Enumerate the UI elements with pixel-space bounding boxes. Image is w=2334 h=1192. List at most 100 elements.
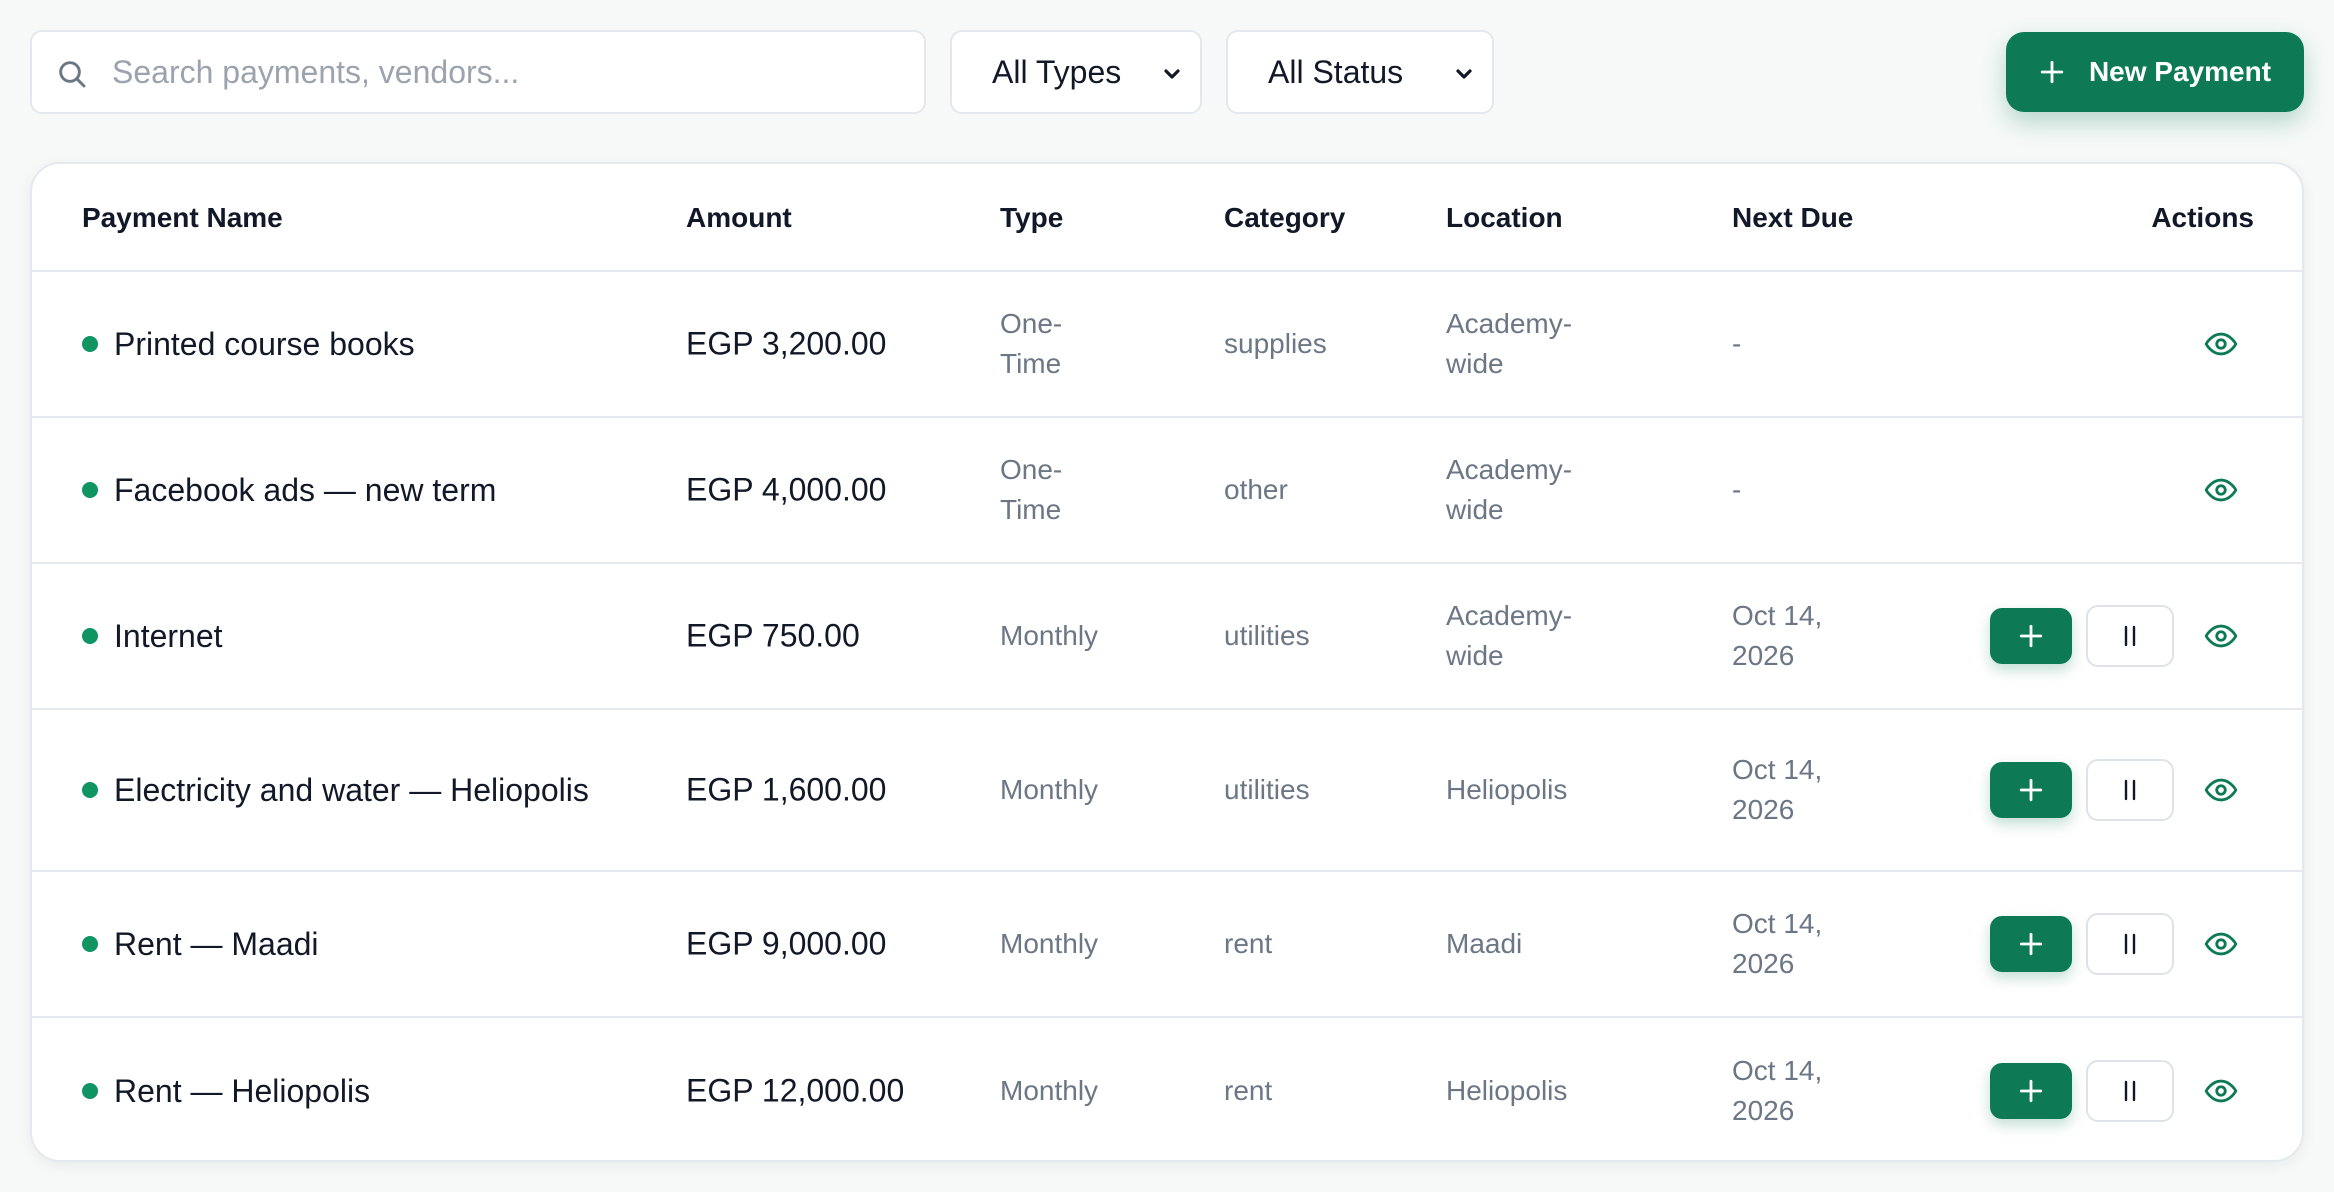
pause-button[interactable]: [2086, 1060, 2174, 1122]
payment-type: Monthly: [1000, 774, 1099, 805]
payment-amount: EGP 3,200.00: [686, 325, 887, 362]
new-payment-label: New Payment: [2088, 56, 2272, 87]
view-button[interactable]: [2204, 327, 2238, 361]
chevron-down-icon: [1456, 69, 1472, 79]
payment-category: rent: [1224, 928, 1273, 959]
plus-icon: [2040, 60, 2064, 84]
record-payment-button[interactable]: [1990, 762, 2072, 818]
payment-type: One-Time: [1000, 308, 1063, 379]
status-filter-value: All Status: [1268, 53, 1404, 90]
payment-name: Rent — Heliopolis: [114, 1073, 371, 1109]
header-payment-name: Payment Name: [82, 202, 283, 233]
pause-button[interactable]: [2086, 759, 2174, 821]
payment-name: Rent — Maadi: [114, 926, 319, 962]
payment-category: supplies: [1224, 328, 1327, 359]
payment-location: Academy-wide: [1446, 454, 1573, 525]
payment-name-cell: Rent — Heliopolis: [82, 1067, 602, 1115]
plus-icon: [2019, 932, 2043, 956]
view-button[interactable]: [2204, 773, 2238, 807]
view-button[interactable]: [2204, 473, 2238, 507]
table-row: Rent — Heliopolis EGP 12,000.00 Monthly ren…: [32, 1018, 2302, 1160]
payment-type: Monthly: [1000, 620, 1099, 651]
payment-name-cell: Electricity and water — Heliopolis: [82, 766, 602, 814]
search-icon: [59, 61, 86, 88]
payment-location: Academy-wide: [1446, 308, 1573, 379]
payment-category: utilities: [1224, 774, 1310, 805]
search-input[interactable]: [112, 42, 902, 102]
table-row: Printed course books EGP 3,200.00 One-Time…: [32, 272, 2302, 418]
payment-amount: EGP 750.00: [686, 617, 860, 654]
payment-next-due: Oct 14, 2026: [1732, 908, 1823, 979]
status-dot: [82, 936, 98, 952]
status-filter-select[interactable]: All Status: [1226, 30, 1494, 114]
record-payment-button[interactable]: [1990, 1063, 2072, 1119]
plus-icon: [2019, 1079, 2043, 1103]
record-payment-button[interactable]: [1990, 608, 2072, 664]
payment-next-due: Oct 14, 2026: [1732, 1055, 1823, 1126]
payment-name: Printed course books: [114, 326, 415, 362]
payment-type: Monthly: [1000, 1075, 1099, 1106]
payment-name-cell: Facebook ads — new term: [82, 466, 602, 514]
payment-name: Facebook ads — new term: [114, 472, 497, 508]
table-row: Rent — Maadi EGP 9,000.00 Monthly rent Maadi…: [32, 872, 2302, 1018]
payment-type: One-Time: [1000, 454, 1063, 525]
status-dot: [82, 1083, 98, 1099]
header-next-due: Next Due: [1732, 202, 1854, 233]
payment-location: Heliopolis: [1446, 774, 1568, 805]
payment-category: rent: [1224, 1075, 1273, 1106]
pause-icon: [2124, 625, 2136, 647]
toolbar: All Types All Status New Payment: [30, 30, 2304, 114]
search-box[interactable]: [30, 30, 926, 114]
payment-amount: EGP 4,000.00: [686, 471, 887, 508]
table-row: Electricity and water — Heliopolis EGP 1,…: [32, 710, 2302, 872]
record-payment-button[interactable]: [1990, 916, 2072, 972]
pause-button[interactable]: [2086, 605, 2174, 667]
view-button[interactable]: [2204, 927, 2238, 961]
table-header: Payment Name Amount Type Category Locati…: [32, 164, 2302, 272]
payment-name: Electricity and water — Heliopolis: [114, 772, 589, 808]
payments-table: Payment Name Amount Type Category Locati…: [30, 162, 2304, 1162]
payment-location: Heliopolis: [1446, 1075, 1568, 1106]
view-button[interactable]: [2204, 1074, 2238, 1108]
payment-next-due: -: [1732, 328, 1742, 359]
table-row: Facebook ads — new term EGP 4,000.00 One-T…: [32, 418, 2302, 564]
payment-name-cell: Internet: [82, 612, 602, 660]
eye-icon: [2204, 332, 2238, 356]
status-dot: [82, 628, 98, 644]
eye-icon: [2204, 778, 2238, 802]
header-actions: Actions: [2151, 202, 2254, 233]
payment-next-due: Oct 14, 2026: [1732, 600, 1823, 671]
view-button[interactable]: [2204, 619, 2238, 653]
header-category: Category: [1224, 202, 1346, 233]
payment-next-due: Oct 14, 2026: [1732, 754, 1823, 825]
eye-icon: [2204, 1079, 2238, 1103]
status-dot: [82, 336, 98, 352]
status-dot: [82, 782, 98, 798]
eye-icon: [2204, 624, 2238, 648]
pause-button[interactable]: [2086, 913, 2174, 975]
chevron-down-icon: [1164, 69, 1180, 79]
payment-next-due: -: [1732, 474, 1742, 505]
payment-location: Academy-wide: [1446, 600, 1573, 671]
type-filter-select[interactable]: All Types: [950, 30, 1202, 114]
header-type: Type: [1000, 202, 1064, 233]
eye-icon: [2204, 478, 2238, 502]
eye-icon: [2204, 932, 2238, 956]
status-dot: [82, 482, 98, 498]
header-amount: Amount: [686, 202, 792, 233]
payment-amount: EGP 12,000.00: [686, 1072, 905, 1109]
pause-icon: [2124, 1080, 2136, 1102]
payment-amount: EGP 1,600.00: [686, 771, 887, 808]
payment-category: other: [1224, 474, 1288, 505]
payment-category: utilities: [1224, 620, 1310, 651]
payment-name: Internet: [114, 618, 223, 654]
payment-amount: EGP 9,000.00: [686, 925, 887, 962]
payment-name-cell: Rent — Maadi: [82, 920, 602, 968]
type-filter-value: All Types: [992, 53, 1122, 90]
pause-icon: [2124, 933, 2136, 955]
pause-icon: [2124, 779, 2136, 801]
table-row: Internet EGP 750.00 Monthly utilities Academ…: [32, 564, 2302, 710]
new-payment-button[interactable]: New Payment: [2006, 32, 2304, 112]
payment-type: Monthly: [1000, 928, 1099, 959]
plus-icon: [2019, 624, 2043, 648]
